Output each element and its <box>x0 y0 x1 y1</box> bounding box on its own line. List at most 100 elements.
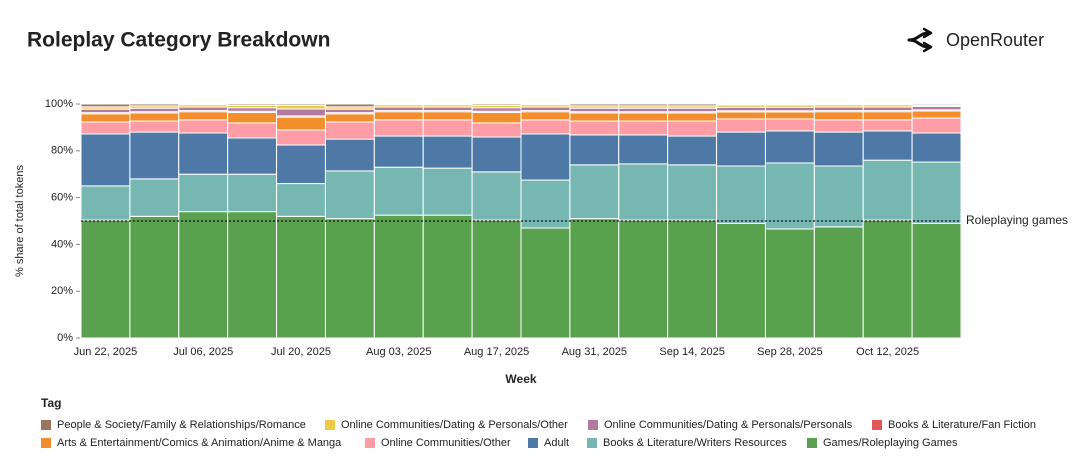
bar-segment <box>862 106 913 112</box>
bar-segment <box>569 103 620 107</box>
bar-segment <box>764 228 815 339</box>
legend-label: Arts & Entertainment/Comics & Animation/… <box>57 437 342 449</box>
bar-segment <box>667 103 718 107</box>
y-tick-label: 40% <box>51 238 73 250</box>
bar-segment <box>520 106 571 112</box>
bar-segment <box>422 111 473 121</box>
bar-segment <box>80 108 131 114</box>
bar-segment <box>227 211 278 339</box>
bar-segment <box>178 132 229 175</box>
bar-segment <box>862 119 913 132</box>
bar-segment <box>129 120 180 133</box>
bar-segment <box>569 107 620 113</box>
bar-segment <box>667 112 718 122</box>
bar-segment <box>324 218 375 339</box>
bar-segment <box>667 107 718 113</box>
bar-segment <box>471 171 522 221</box>
legend-swatch <box>587 438 597 448</box>
bar-segment <box>520 133 571 181</box>
bar-segment <box>324 113 375 123</box>
bar-segment <box>422 214 473 339</box>
bar-segment <box>911 132 962 163</box>
bar-segment <box>520 179 571 229</box>
bar-segment <box>716 103 766 106</box>
legend-label: Books & Literature/Writers Resources <box>603 437 787 449</box>
bar-segment <box>667 164 718 221</box>
bar-segment <box>618 107 669 113</box>
bar-segment <box>324 108 375 114</box>
bar-segment <box>667 120 718 137</box>
x-axis-title: Week <box>505 372 536 386</box>
bar-segment <box>422 135 473 169</box>
y-tick-label: 100% <box>45 98 73 110</box>
bar-segment <box>813 103 864 106</box>
bar-segment <box>276 129 326 146</box>
bar-segment <box>764 106 815 112</box>
bar-segment <box>227 103 278 106</box>
bar-segment <box>911 105 962 111</box>
bar-segment <box>276 215 326 339</box>
bar-segment <box>862 111 913 121</box>
y-tick-label: 0% <box>57 332 73 344</box>
legend-swatch <box>325 420 335 430</box>
bar-segment <box>520 111 571 121</box>
bar-segment <box>373 103 424 106</box>
bar-segment <box>764 111 815 120</box>
bar-segment <box>227 107 278 112</box>
x-tick-label: Jul 06, 2025 <box>173 346 233 358</box>
bar-segment <box>618 134 669 165</box>
bar-segment <box>569 120 620 136</box>
bar-segment <box>569 164 620 220</box>
bar-segment <box>276 144 326 185</box>
bar-segment <box>813 165 864 228</box>
bar-segment <box>813 111 864 121</box>
x-tick-label: Jul 20, 2025 <box>271 346 331 358</box>
bar-segment <box>422 119 473 137</box>
bar-segment <box>471 103 522 106</box>
bar-segment <box>276 108 326 117</box>
bar-segment <box>569 134 620 166</box>
bar-segment <box>813 226 864 339</box>
bar-segment <box>667 219 718 339</box>
bar-segment <box>80 219 131 339</box>
bar-segment <box>716 111 766 120</box>
bar-segment <box>129 131 180 180</box>
bar-segment <box>324 121 375 140</box>
legend-label: Books & Literature/Fan Fiction <box>888 419 1036 431</box>
legend-swatch <box>872 420 882 430</box>
legend-swatch <box>365 438 375 448</box>
bar-segment <box>373 135 424 168</box>
legend-swatch <box>588 420 598 430</box>
bar-segment <box>813 106 864 112</box>
legend-label: Games/Roleplaying Games <box>823 437 958 449</box>
bar-segment <box>324 138 375 172</box>
bar-segment <box>80 113 131 123</box>
bar-segment <box>862 159 913 221</box>
bar-segment <box>227 137 278 175</box>
bar-segment <box>667 135 718 166</box>
bar-segment <box>471 136 522 173</box>
bar-segment <box>764 103 815 106</box>
legend-label: Online Communities/Dating & Personals/Ot… <box>341 419 568 431</box>
legend-swatch <box>41 438 51 448</box>
reference-label: Roleplaying games <box>966 213 1068 227</box>
bar-segment <box>520 227 571 339</box>
bar-segment <box>716 106 766 112</box>
bar-segment <box>276 183 326 217</box>
bar-segment <box>129 178 180 217</box>
y-tick-label: 20% <box>51 285 73 297</box>
bar-segment <box>911 222 962 339</box>
bar-segment <box>716 165 766 224</box>
x-tick-label: Aug 03, 2025 <box>366 346 431 358</box>
bar-segment <box>422 106 473 112</box>
bar-segment <box>911 103 962 106</box>
bar-segment <box>520 119 571 135</box>
bar-segment <box>716 222 766 339</box>
bar-segment <box>373 106 424 112</box>
bar-segment <box>862 219 913 339</box>
brand-logo <box>907 27 933 53</box>
bar-segment <box>324 170 375 220</box>
bar-segment <box>80 185 131 221</box>
bar-segment <box>80 103 131 108</box>
bar-segment <box>373 166 424 216</box>
